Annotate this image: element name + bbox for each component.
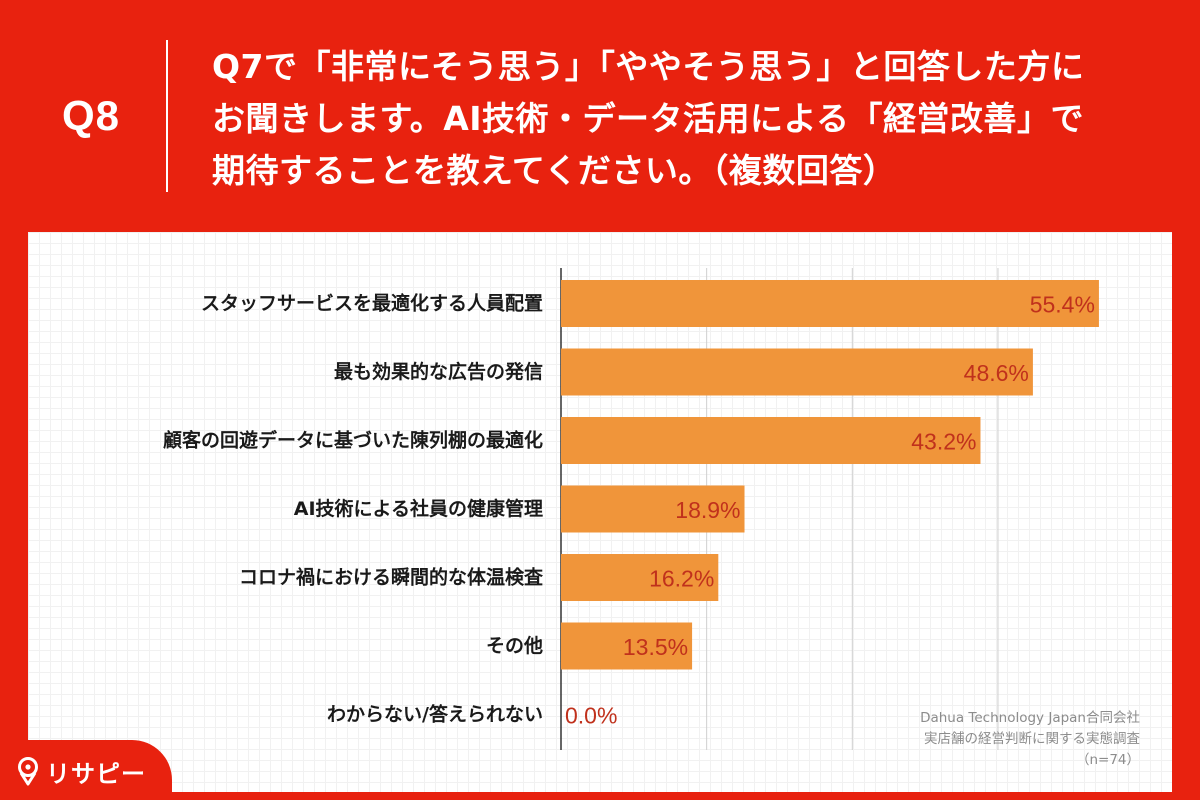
bar-chart: スタッフサービスを最適化する人員配置 55.4% 最も効果的な広告の発信 48.6% 顧… — [163, 268, 1099, 750]
category-label-3: 顧客の回遊データに基づいた陳列棚の最適化 — [163, 429, 543, 452]
source-company: Dahua Technology Japan合同会社 — [920, 710, 1140, 726]
brand-name: リサピー — [46, 760, 146, 788]
category-label-2: 最も効果的な広告の発信 — [334, 360, 543, 383]
category-label-1: スタッフサービスを最適化する人員配置 — [201, 292, 543, 315]
category-label-7: わからない/答えられない — [327, 703, 543, 726]
brand-logo: リサピー — [0, 740, 172, 800]
bar-1 — [561, 280, 1099, 327]
bar-2 — [561, 348, 1033, 396]
location-pin-icon — [18, 757, 38, 786]
value-label-3: 43.2% — [911, 429, 976, 455]
source-note: Dahua Technology Japan合同会社 実店舗の経営判断に関する実… — [920, 708, 1140, 771]
value-label-4: 18.9% — [675, 497, 740, 523]
bar-5 — [561, 554, 719, 601]
source-sample: （n=74） — [1075, 752, 1140, 768]
question-line-3: 期待することを教えてください。（複数回答） — [212, 151, 897, 190]
question-line-1: Q7で「非常にそう思う」「ややそう思う」と回答した方に — [212, 47, 1085, 86]
header-divider — [166, 40, 168, 192]
question-header: Q8 Q7で「非常にそう思う」「ややそう思う」と回答した方に お聞きします。AI… — [0, 0, 1200, 232]
source-survey: 実店舗の経営判断に関する実態調査 — [924, 731, 1140, 747]
value-label-5: 16.2% — [649, 566, 714, 592]
category-label-4: AI技術による社員の健康管理 — [294, 497, 543, 520]
category-label-5: コロナ禍における瞬間的な体温検査 — [239, 566, 544, 589]
question-line-2: お聞きします。AI技術・データ活用による「経営改善」で — [212, 99, 1085, 138]
category-label-6: その他 — [486, 634, 543, 657]
value-label-1: 55.4% — [1030, 292, 1095, 318]
bar-6 — [561, 622, 693, 670]
bar-4 — [561, 485, 745, 533]
question-text: Q7で「非常にそう思う」「ややそう思う」と回答した方に お聞きします。AI技術・… — [212, 41, 1172, 197]
value-label-6: 13.5% — [623, 634, 688, 660]
chart-panel: スタッフサービスを最適化する人員配置 55.4% 最も効果的な広告の発信 48.6% 顧… — [28, 232, 1172, 792]
question-number: Q8 — [62, 92, 121, 139]
bar-3 — [561, 417, 981, 464]
value-label-2: 48.6% — [964, 360, 1029, 386]
value-label-7: 0.0% — [565, 703, 617, 729]
